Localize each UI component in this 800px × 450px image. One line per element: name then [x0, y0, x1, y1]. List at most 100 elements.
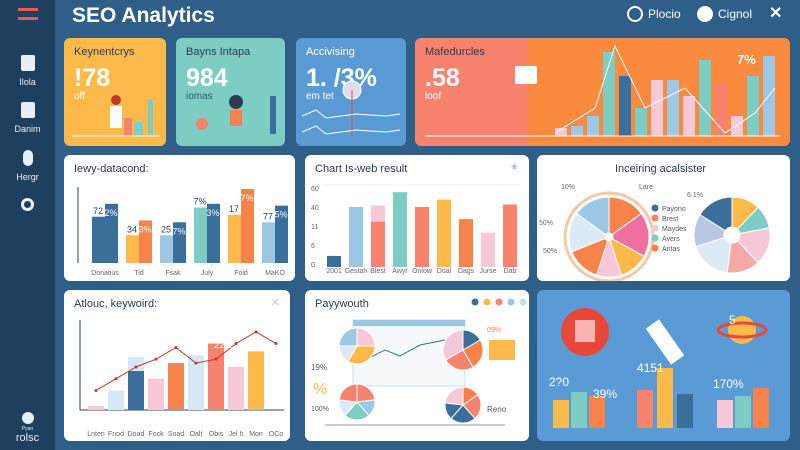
users-icon — [20, 102, 35, 118]
flame-icon — [697, 6, 713, 22]
sidebar-item-hergr[interactable]: Hergr — [0, 150, 55, 182]
pie-slice — [693, 213, 726, 248]
pager-dot — [471, 298, 479, 306]
kpi-sub: loof — [425, 91, 442, 102]
bar — [108, 390, 124, 410]
kpi-card-keywords[interactable]: Keynentcrys !78 off — [64, 38, 166, 146]
data-label: 5% — [274, 210, 287, 220]
legend-label: Brest — [662, 216, 678, 223]
x-tick-label: Donatius — [91, 270, 119, 277]
legend-swatch — [651, 234, 659, 242]
x-tick-label: Lnten — [87, 431, 105, 438]
pie-label: 6.1% — [687, 192, 703, 199]
clipboard-icon — [20, 55, 35, 71]
trend-bar — [699, 60, 711, 136]
kpi-title: Accivising — [306, 46, 355, 58]
sidebar-item-ilola[interactable]: Ilola — [0, 55, 55, 87]
y-tick-label: 40 — [311, 205, 319, 212]
x-tick-label: Obis — [209, 431, 224, 438]
close-button[interactable]: ✕ — [769, 5, 783, 22]
kpi-illustration — [301, 80, 401, 136]
line-point — [114, 377, 118, 381]
x-tick-label: Jurse — [479, 268, 496, 275]
logo-icon — [21, 412, 34, 424]
trend-bar — [747, 76, 759, 136]
x-tick-label: 2001 — [326, 268, 342, 275]
pie-slice — [356, 383, 376, 403]
bar — [148, 378, 164, 410]
trend-bar — [587, 116, 599, 136]
bar — [92, 216, 105, 263]
x-tick-label: Awyr — [392, 268, 408, 275]
data-label: 34 — [127, 224, 137, 234]
pie-label: 50% — [543, 248, 557, 255]
pie-charts: Payono Brest Maydes Avers Antas 10% 50% 50% Lare… — [539, 184, 771, 281]
pie-slice — [736, 227, 771, 264]
x-tick-label: July — [201, 270, 214, 277]
bar — [207, 203, 220, 263]
y-tick-label: 0 — [311, 262, 315, 269]
panel-payywouth: Payywouth 19%% 100% 09% Reno — [305, 290, 529, 441]
bar — [717, 400, 733, 428]
trend-bar — [651, 80, 663, 136]
trend-bar — [635, 108, 647, 136]
bar — [657, 368, 673, 428]
legend-label: Antas — [662, 246, 680, 253]
bar — [160, 235, 173, 263]
cignol-button[interactable]: Cignol — [697, 6, 752, 22]
kpi-card-accivising[interactable]: Accivising 1. /3% em tet — [296, 38, 406, 146]
data-label: 7% — [193, 197, 206, 207]
kpi-value: !78 — [74, 64, 111, 92]
kpi-sub: iomas — [186, 91, 213, 102]
data-label: 77 — [263, 211, 273, 221]
pie-label: 50% — [539, 220, 553, 227]
trend-line — [95, 331, 277, 391]
x-tick-label: Dab — [504, 268, 517, 275]
bar-stack — [128, 356, 144, 371]
x-tick-label: Onlow — [412, 268, 433, 275]
sidebar-item-danim[interactable]: Danim — [0, 102, 55, 134]
bar — [393, 192, 407, 267]
bar — [241, 189, 254, 263]
sidebar-item-search[interactable] — [0, 198, 55, 217]
line-point — [134, 365, 138, 369]
panel-illustration: 2?0 39% 4151 170% 5 — [537, 290, 790, 441]
y-tick-label: 11 — [311, 224, 318, 231]
plocio-button[interactable]: Plocio — [627, 6, 681, 22]
kpi-card-bayns[interactable]: Bayns Intapa 984 iomas — [176, 38, 285, 146]
bar — [327, 255, 341, 267]
x-tick-label: Jel It — [229, 431, 244, 438]
bar — [553, 400, 569, 428]
close-icon[interactable]: ✕ — [270, 297, 280, 309]
star-icon[interactable]: ★ — [510, 162, 519, 173]
sign-icon — [515, 66, 537, 84]
bar — [128, 370, 144, 410]
legend-swatch — [651, 244, 659, 252]
bar — [139, 220, 152, 263]
trend-bar — [555, 128, 567, 136]
infographic-label: 100% — [311, 406, 329, 413]
sidebar-footer: Pyan rolsc — [0, 412, 55, 444]
y-tick-label: 6 — [311, 243, 315, 250]
pie-slice — [442, 329, 464, 361]
rocket-icon — [645, 319, 685, 365]
infographic-label: % — [313, 381, 327, 398]
bar — [194, 207, 207, 263]
chart-card-pie: Inceiring acalsister Payono Brest Maydes Av… — [537, 155, 790, 281]
kpi-card-mafedurcles[interactable]: Mafedurcles .58 loof 7% — [415, 38, 790, 146]
bar-line-chart: Lnten Fnod Doad Fock Soad Oalt Obis Jel It Mon OC… — [79, 320, 284, 438]
bar — [208, 343, 224, 410]
kpi-title: Mafedurcles — [425, 46, 485, 58]
x-tick-label: Fock — [148, 431, 164, 438]
legend-swatch — [651, 214, 659, 222]
x-tick-label: Tid — [134, 270, 144, 277]
illustration-label: 2?0 — [549, 375, 569, 389]
x-tick-label: Dags — [458, 268, 475, 275]
pager-dot — [507, 298, 515, 306]
trend-bar — [619, 76, 631, 136]
menu-icon[interactable] — [18, 8, 38, 20]
bar — [571, 392, 587, 428]
pager-dot — [495, 298, 503, 306]
line-point — [154, 357, 158, 361]
